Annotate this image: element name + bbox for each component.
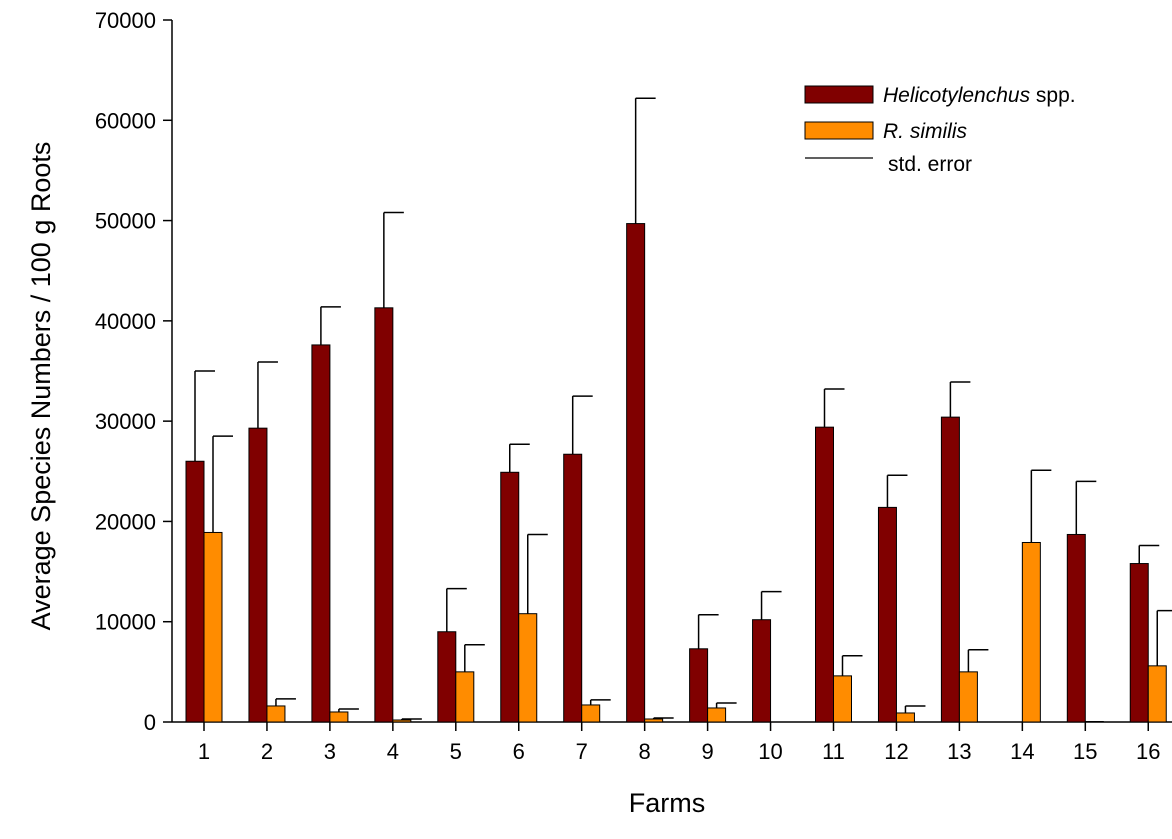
bar-series-0-farm-11 bbox=[815, 426, 834, 723]
bar-series-1-farm-12 bbox=[895, 712, 915, 723]
x-tick-label-4: 5 bbox=[450, 739, 462, 764]
bar-series-1-farm-13 bbox=[958, 671, 978, 723]
bar-series-0-farm-8 bbox=[626, 223, 646, 723]
x-tick-label-2: 3 bbox=[324, 739, 336, 764]
y-tick-label-3: 30000 bbox=[95, 409, 156, 434]
bar-series-1-farm-14 bbox=[1021, 541, 1041, 723]
bar-series-1-farm-1 bbox=[203, 531, 223, 723]
x-tick-label-8: 9 bbox=[701, 739, 713, 764]
y-tick-label-5: 50000 bbox=[95, 209, 156, 234]
legend-swatch-r-similis bbox=[804, 121, 874, 140]
y-tick-label-0: 0 bbox=[144, 710, 156, 735]
bar-series-0-farm-9 bbox=[689, 648, 709, 723]
bar-series-1-farm-4 bbox=[392, 719, 412, 723]
y-tick-label-1: 10000 bbox=[95, 610, 156, 635]
bar-series-1-farm-8 bbox=[644, 718, 664, 723]
bar-series-1-farm-9 bbox=[707, 707, 727, 723]
x-tick-label-5: 6 bbox=[513, 739, 525, 764]
bar-series-1-farm-3 bbox=[329, 711, 349, 723]
bar-series-0-farm-10 bbox=[752, 619, 772, 723]
legend-label-helicotylenchus: Helicotylenchus spp. bbox=[883, 84, 1076, 107]
legend-swatch-helicotylenchus bbox=[804, 85, 874, 104]
x-tick-label-3: 4 bbox=[387, 739, 399, 764]
x-tick-label-12: 13 bbox=[947, 739, 971, 764]
bar-series-0-farm-4 bbox=[374, 307, 394, 723]
y-tick-label-2: 20000 bbox=[95, 509, 156, 534]
bar-series-0-farm-15 bbox=[1066, 533, 1086, 723]
x-tick-label-15: 16 bbox=[1136, 739, 1160, 764]
bar-series-0-farm-6 bbox=[500, 471, 520, 723]
bar-series-1-farm-16 bbox=[1147, 665, 1167, 723]
legend-label-std-error: std. error bbox=[888, 153, 972, 176]
x-tick-label-9: 10 bbox=[758, 739, 782, 764]
y-axis-label: Average Species Numbers / 100 g Roots bbox=[26, 142, 56, 631]
x-tick-label-7: 8 bbox=[639, 739, 651, 764]
y-ticks: 0 10000 20000 30000 40000 50000 60000 70000 bbox=[95, 8, 172, 735]
x-tick-label-6: 7 bbox=[576, 739, 588, 764]
legend: Helicotylenchus spp. R. similis std. err… bbox=[804, 84, 1076, 176]
x-ticks: 1 2 3 4 5 6 7 8 9 10 11 12 13 14 15 16 bbox=[198, 722, 1160, 764]
legend-label-r-similis: R. similis bbox=[883, 120, 967, 143]
bar-series-1-farm-7 bbox=[581, 704, 601, 723]
bar-series-0-farm-13 bbox=[940, 416, 960, 723]
bars bbox=[185, 223, 1167, 723]
bar-series-0-farm-2 bbox=[248, 427, 268, 723]
bar-series-0-farm-12 bbox=[877, 506, 897, 723]
bar-series-0-farm-3 bbox=[311, 344, 331, 723]
bar-series-0-farm-5 bbox=[437, 631, 457, 723]
y-tick-label-4: 40000 bbox=[95, 309, 156, 334]
bar-series-1-farm-11 bbox=[833, 675, 852, 723]
y-tick-label-7: 70000 bbox=[95, 8, 156, 33]
x-tick-label-11: 12 bbox=[884, 739, 908, 764]
error-bars bbox=[194, 97, 1172, 720]
x-tick-label-13: 14 bbox=[1010, 739, 1034, 764]
bar-series-0-farm-1 bbox=[185, 460, 205, 723]
x-tick-label-0: 1 bbox=[198, 739, 210, 764]
bar-series-1-farm-2 bbox=[266, 705, 286, 723]
x-axis-label: Farms bbox=[629, 788, 706, 818]
bar-series-1-farm-5 bbox=[455, 671, 475, 723]
x-tick-label-14: 15 bbox=[1073, 739, 1097, 764]
y-tick-label-6: 60000 bbox=[95, 108, 156, 133]
x-tick-label-10: 11 bbox=[822, 739, 845, 764]
bar-series-0-farm-7 bbox=[563, 453, 583, 723]
x-tick-label-1: 2 bbox=[261, 739, 273, 764]
bar-series-0-farm-16 bbox=[1129, 563, 1149, 723]
bar-series-1-farm-15 bbox=[1084, 720, 1104, 723]
bar-series-1-farm-6 bbox=[518, 613, 538, 723]
